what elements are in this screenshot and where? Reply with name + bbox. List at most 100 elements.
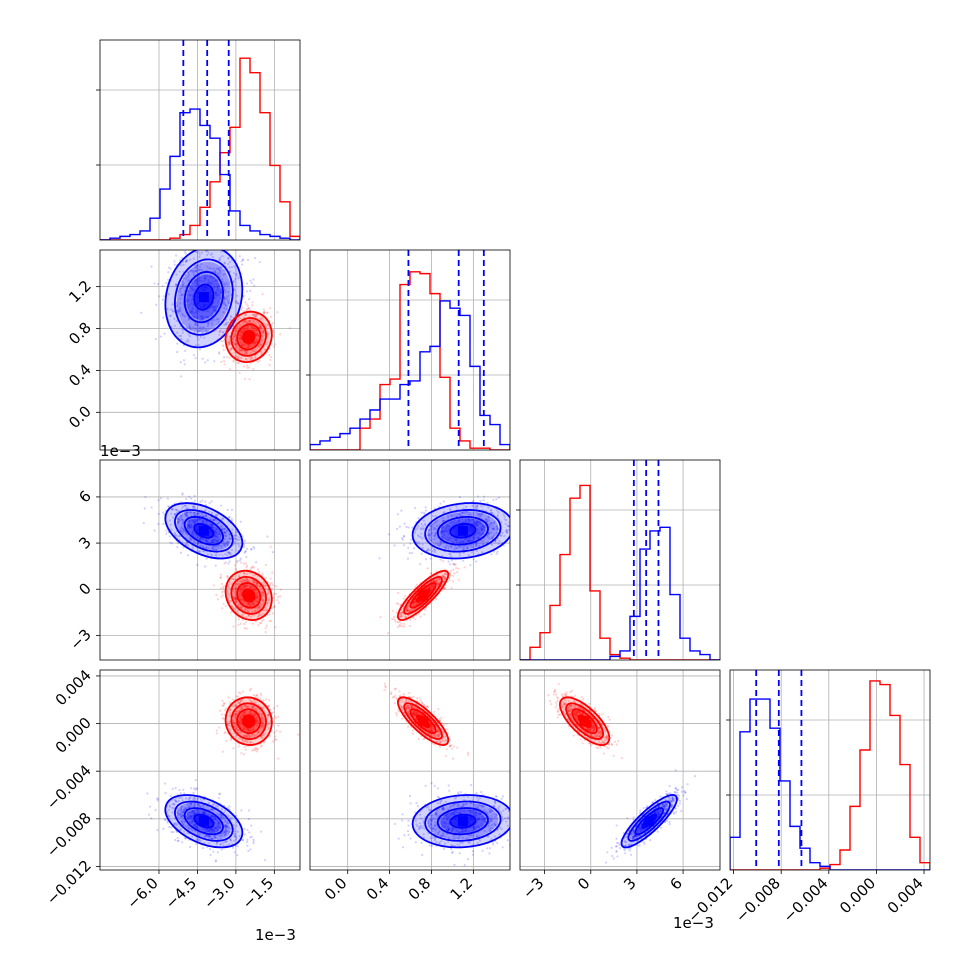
red-sample-point (268, 619, 271, 623)
blue-sample-point (398, 525, 401, 528)
blue-sample-point (224, 304, 227, 307)
blue-sample-point (216, 540, 219, 543)
blue-sample-point (191, 310, 194, 313)
blue-sample-point (167, 278, 170, 281)
blue-sample-point (236, 854, 239, 857)
blue-sample-point (162, 316, 165, 319)
blue-sample-point (188, 525, 191, 528)
blue-peak-marker (198, 525, 209, 536)
red-sample-point (255, 338, 258, 341)
blue-sample-point (170, 542, 174, 545)
blue-sample-point (217, 797, 220, 800)
red-sample-point (256, 568, 260, 571)
blue-sample-point (250, 548, 253, 551)
blue-sample-point (230, 517, 233, 521)
red-sample-point (259, 327, 263, 330)
blue-sample-point (228, 537, 231, 540)
scatter-panel-0-1 (99, 248, 301, 451)
blue-sample-point (170, 528, 173, 531)
blue-sample-point (235, 294, 239, 297)
blue-sample-point (185, 515, 189, 518)
red-sample-point (449, 569, 453, 572)
blue-sample-point (209, 853, 212, 857)
red-sample-point (453, 572, 456, 575)
red-sample-point (448, 579, 451, 582)
red-sample-point (231, 322, 235, 325)
blue-sample-point (179, 287, 182, 290)
red-sample-point (391, 609, 394, 612)
blue-sample-point (179, 308, 182, 311)
red-sample-point (254, 340, 257, 343)
blue-sample-point (212, 519, 215, 522)
blue-sample-point (181, 518, 184, 521)
red-sample-point (240, 331, 243, 334)
red-sample-point (246, 366, 249, 369)
blue-sample-point (175, 331, 179, 334)
red-sample-point (452, 568, 455, 571)
red-sample-point (434, 597, 438, 601)
blue-sample-point (193, 511, 197, 515)
blue-sample-point (200, 315, 204, 318)
blue-sample-point (213, 538, 216, 541)
blue-sample-point (187, 271, 190, 274)
red-sample-point (255, 339, 258, 342)
red-sample-point (392, 616, 396, 619)
blue-sample-point (202, 549, 205, 552)
red-sample-point (258, 614, 261, 617)
red-sample-point (262, 601, 265, 604)
blue-sample-point (216, 545, 220, 548)
blue-sample-point (184, 285, 188, 288)
blue-sample-point (223, 283, 226, 286)
red-sample-point (248, 604, 251, 608)
blue-sample-point (175, 305, 178, 308)
blue-sample-point (190, 497, 193, 500)
blue-sample-point (197, 549, 201, 553)
blue-sample-point (216, 289, 219, 292)
blue-sample-point (171, 303, 174, 306)
blue-sample-point (214, 297, 217, 300)
blue-sample-point (225, 550, 229, 554)
blue-sample-point (221, 248, 223, 250)
blue-sample-point (198, 276, 201, 280)
blue-sample-point (223, 553, 227, 556)
blue-sample-point (462, 559, 465, 562)
blue-sample-point (213, 318, 216, 322)
red-sample-point (260, 334, 264, 337)
blue-sample-point (214, 535, 217, 538)
blue-sample-point (191, 506, 195, 509)
blue-sample-point (198, 265, 202, 268)
red-sample-point (400, 622, 403, 625)
red-sample-point (257, 344, 260, 348)
blue-sample-point (249, 836, 252, 839)
red-sample-point (231, 322, 234, 325)
blue-sample-point (186, 275, 189, 279)
blue-sample-point (220, 546, 223, 549)
blue-sample-point (221, 278, 224, 281)
blue-sample-point (193, 512, 196, 515)
blue-sample-point (246, 844, 249, 847)
blue-sample-point (258, 261, 261, 264)
red-sample-point (237, 325, 240, 329)
red-sample-point (241, 349, 244, 352)
blue-sample-point (515, 511, 517, 513)
red-sample-point (260, 619, 264, 622)
red-sample-point (249, 604, 252, 607)
blue-sample-point (228, 260, 232, 264)
red-sample-point (237, 618, 240, 621)
red-sample-point (227, 343, 230, 346)
blue-sample-point (205, 545, 208, 548)
blue-sample-point (393, 544, 396, 547)
blue-sample-point (196, 335, 199, 338)
histogram-panel-2 (516, 459, 721, 661)
blue-sample-point (209, 523, 212, 526)
red-sample-point (253, 315, 257, 318)
blue-sample-point (407, 546, 410, 549)
blue-sample-point (185, 259, 188, 262)
blue-sample-point (222, 302, 225, 305)
red-sample-point (234, 596, 237, 599)
red-sample-point (220, 335, 224, 338)
blue-sample-point (171, 516, 175, 519)
blue-sample-point (511, 509, 513, 511)
red-sample-point (216, 598, 219, 601)
blue-sample-point (406, 557, 410, 560)
